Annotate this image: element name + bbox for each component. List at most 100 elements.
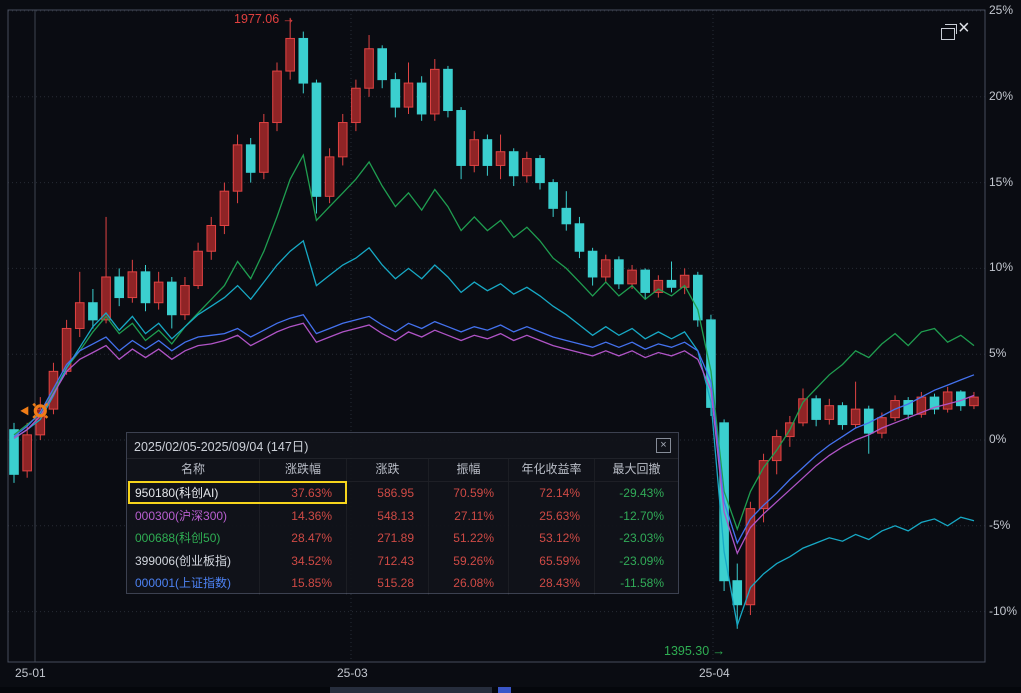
arrow-right-icon: → bbox=[282, 11, 296, 26]
amplitude-cell: 26.08% bbox=[428, 572, 508, 595]
chg-cell: 586.95 bbox=[346, 482, 428, 505]
candle-up bbox=[193, 250, 203, 287]
column-header[interactable]: 涨跌 bbox=[346, 459, 428, 481]
candle-down bbox=[377, 48, 387, 81]
candle-down bbox=[482, 139, 493, 166]
taskbar[interactable] bbox=[0, 687, 1021, 693]
candle-up bbox=[430, 68, 440, 115]
chg-pct-cell: 15.85% bbox=[259, 572, 346, 595]
candle-up bbox=[337, 122, 348, 158]
column-header[interactable]: 最大回撤 bbox=[594, 459, 678, 481]
table-body: 950180(科创AI) 37.63% 586.95 70.59% 72.14% -29.… bbox=[127, 482, 678, 595]
instrument-name: 000001(上证指数) bbox=[135, 576, 232, 591]
y-axis-label: 25% bbox=[989, 3, 1014, 17]
annualized-return-cell: 72.14% bbox=[508, 482, 594, 505]
date-range-title: 2025/02/05-2025/09/04 (147日) bbox=[134, 440, 309, 454]
comparison-stats-panel[interactable]: 2025/02/05-2025/09/04 (147日) × 名称 涨跌幅 涨跌 振幅… bbox=[126, 432, 679, 595]
candle-up bbox=[74, 302, 85, 329]
column-header[interactable]: 振幅 bbox=[428, 459, 508, 481]
max-drawdown-cell: -11.58% bbox=[594, 572, 678, 595]
chg-cell: 515.28 bbox=[346, 572, 428, 595]
annualized-return-cell: 25.63% bbox=[508, 504, 594, 528]
panel-close-button[interactable]: × bbox=[656, 438, 671, 453]
candle-down bbox=[245, 144, 256, 173]
candle-down bbox=[587, 250, 598, 278]
y-axis-label: -5% bbox=[989, 517, 1011, 532]
candle-up bbox=[324, 156, 335, 197]
candle-up bbox=[745, 508, 756, 606]
instrument-name: 000300(沪深300) bbox=[135, 508, 228, 523]
max-drawdown-cell: -29.43% bbox=[594, 482, 678, 505]
table-row[interactable]: 399006(创业板指) 34.52% 712.43 59.26% 65.59% -23.… bbox=[127, 549, 678, 573]
amplitude-cell: 51.22% bbox=[428, 527, 508, 550]
candle-up bbox=[850, 408, 861, 426]
candle-down bbox=[298, 37, 309, 84]
y-axis-label: 15% bbox=[989, 174, 1014, 189]
y-axis-label: 0% bbox=[989, 432, 1007, 446]
annualized-return-cell: 53.12% bbox=[508, 527, 594, 550]
candle-up bbox=[522, 158, 532, 177]
candle-down bbox=[390, 79, 401, 108]
chg-pct-cell: 14.36% bbox=[259, 504, 346, 528]
candle-up bbox=[285, 37, 295, 72]
candle-down bbox=[140, 271, 151, 304]
column-header[interactable]: 名称 bbox=[180, 462, 205, 476]
table-row[interactable]: 000300(沪深300) 14.36% 548.13 27.11% 25.63% -12… bbox=[127, 504, 678, 528]
overlay-line-000300 bbox=[13, 322, 975, 556]
y-axis-label: 20% bbox=[989, 88, 1014, 103]
candle-up bbox=[758, 460, 769, 510]
candle-up bbox=[679, 274, 690, 288]
candle-down bbox=[443, 68, 453, 112]
plot-border bbox=[7, 9, 986, 663]
high-value: 1977.06 bbox=[234, 11, 280, 26]
candle-up bbox=[232, 144, 243, 192]
candle-down bbox=[929, 396, 940, 410]
x-axis-label: 25-03 bbox=[337, 666, 368, 680]
restore-window-button[interactable] bbox=[941, 24, 957, 40]
close-window-button[interactable]: × bbox=[958, 17, 970, 39]
candle-up bbox=[771, 436, 782, 462]
candle-down bbox=[732, 580, 743, 606]
table-row[interactable]: 950180(科创AI) 37.63% 586.95 70.59% 72.14% -29.… bbox=[127, 482, 678, 505]
candle-down bbox=[9, 429, 19, 475]
range-start-marker[interactable] bbox=[20, 402, 49, 419]
taskbar-app-button[interactable] bbox=[330, 687, 492, 693]
arrow-right-icon: → bbox=[712, 643, 726, 658]
candle-down bbox=[837, 405, 848, 426]
chg-cell: 271.89 bbox=[346, 527, 428, 550]
overlay-line-000001 bbox=[13, 313, 975, 545]
close-icon: × bbox=[660, 439, 667, 451]
column-header[interactable]: 涨跌幅 bbox=[259, 459, 346, 481]
candle-up bbox=[469, 139, 480, 166]
candle-up bbox=[219, 190, 230, 226]
max-drawdown-cell: -12.70% bbox=[594, 504, 678, 528]
candle-down bbox=[508, 151, 519, 177]
candle-up bbox=[101, 276, 111, 321]
chg-cell: 548.13 bbox=[346, 504, 428, 528]
chg-pct-cell: 34.52% bbox=[259, 549, 346, 573]
taskbar-icon[interactable] bbox=[498, 687, 511, 693]
candle-down bbox=[561, 207, 572, 225]
period-low-label: 1395.30 → bbox=[664, 643, 725, 658]
panel-titlebar[interactable]: 2025/02/05-2025/09/04 (147日) × bbox=[127, 433, 678, 459]
amplitude-cell: 59.26% bbox=[428, 549, 508, 573]
instrument-name: 000688(科创50) bbox=[135, 531, 221, 546]
candle-down bbox=[456, 110, 466, 166]
candle-up bbox=[180, 285, 190, 316]
candle-down bbox=[903, 400, 914, 415]
column-header[interactable]: 年化收益率 bbox=[508, 459, 594, 481]
candle-down bbox=[311, 82, 322, 197]
candle-up bbox=[877, 417, 887, 434]
amplitude-cell: 70.59% bbox=[428, 482, 508, 505]
candle-down bbox=[614, 259, 624, 285]
candle-down bbox=[535, 158, 545, 184]
candle-down bbox=[666, 279, 677, 288]
candle-up bbox=[206, 225, 217, 252]
candle-down bbox=[167, 281, 177, 316]
table-row[interactable]: 000688(科创50) 28.47% 271.89 51.22% 53.12% -23.… bbox=[127, 527, 678, 550]
candle-up bbox=[259, 122, 269, 173]
period-high-label: 1977.06 → bbox=[234, 11, 295, 26]
table-row[interactable]: 000001(上证指数) 15.85% 515.28 26.08% 28.43% -11.… bbox=[127, 572, 678, 595]
